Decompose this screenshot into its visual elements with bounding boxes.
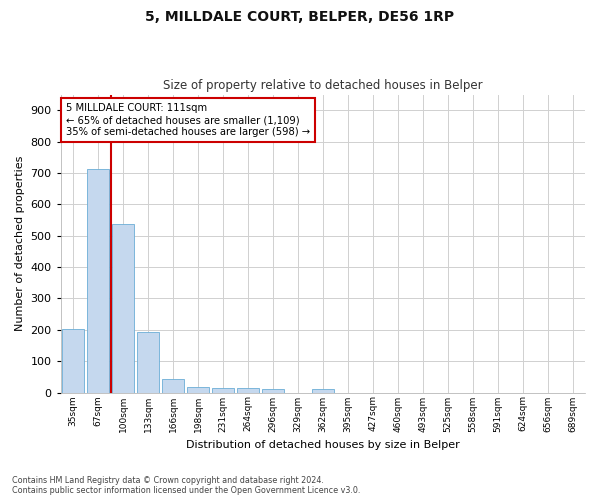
Bar xyxy=(212,388,234,392)
Bar xyxy=(262,390,284,392)
Bar xyxy=(62,329,85,392)
Text: 5 MILLDALE COURT: 111sqm
← 65% of detached houses are smaller (1,109)
35% of sem: 5 MILLDALE COURT: 111sqm ← 65% of detach… xyxy=(66,104,310,136)
Bar xyxy=(137,332,160,392)
Bar xyxy=(187,387,209,392)
X-axis label: Distribution of detached houses by size in Belper: Distribution of detached houses by size … xyxy=(186,440,460,450)
Text: Contains HM Land Registry data © Crown copyright and database right 2024.
Contai: Contains HM Land Registry data © Crown c… xyxy=(12,476,361,495)
Bar xyxy=(237,388,259,392)
Bar xyxy=(162,380,184,392)
Text: 5, MILLDALE COURT, BELPER, DE56 1RP: 5, MILLDALE COURT, BELPER, DE56 1RP xyxy=(145,10,455,24)
Title: Size of property relative to detached houses in Belper: Size of property relative to detached ho… xyxy=(163,79,482,92)
Y-axis label: Number of detached properties: Number of detached properties xyxy=(15,156,25,331)
Bar xyxy=(87,168,109,392)
Bar xyxy=(311,390,334,392)
Bar xyxy=(112,224,134,392)
